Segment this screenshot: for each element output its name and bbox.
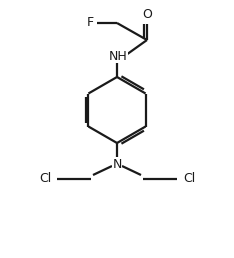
Text: Cl: Cl [183, 173, 195, 186]
Text: O: O [142, 9, 152, 21]
Text: F: F [86, 17, 94, 29]
Text: NH: NH [109, 50, 127, 62]
Text: N: N [112, 157, 122, 171]
Text: Cl: Cl [39, 173, 51, 186]
